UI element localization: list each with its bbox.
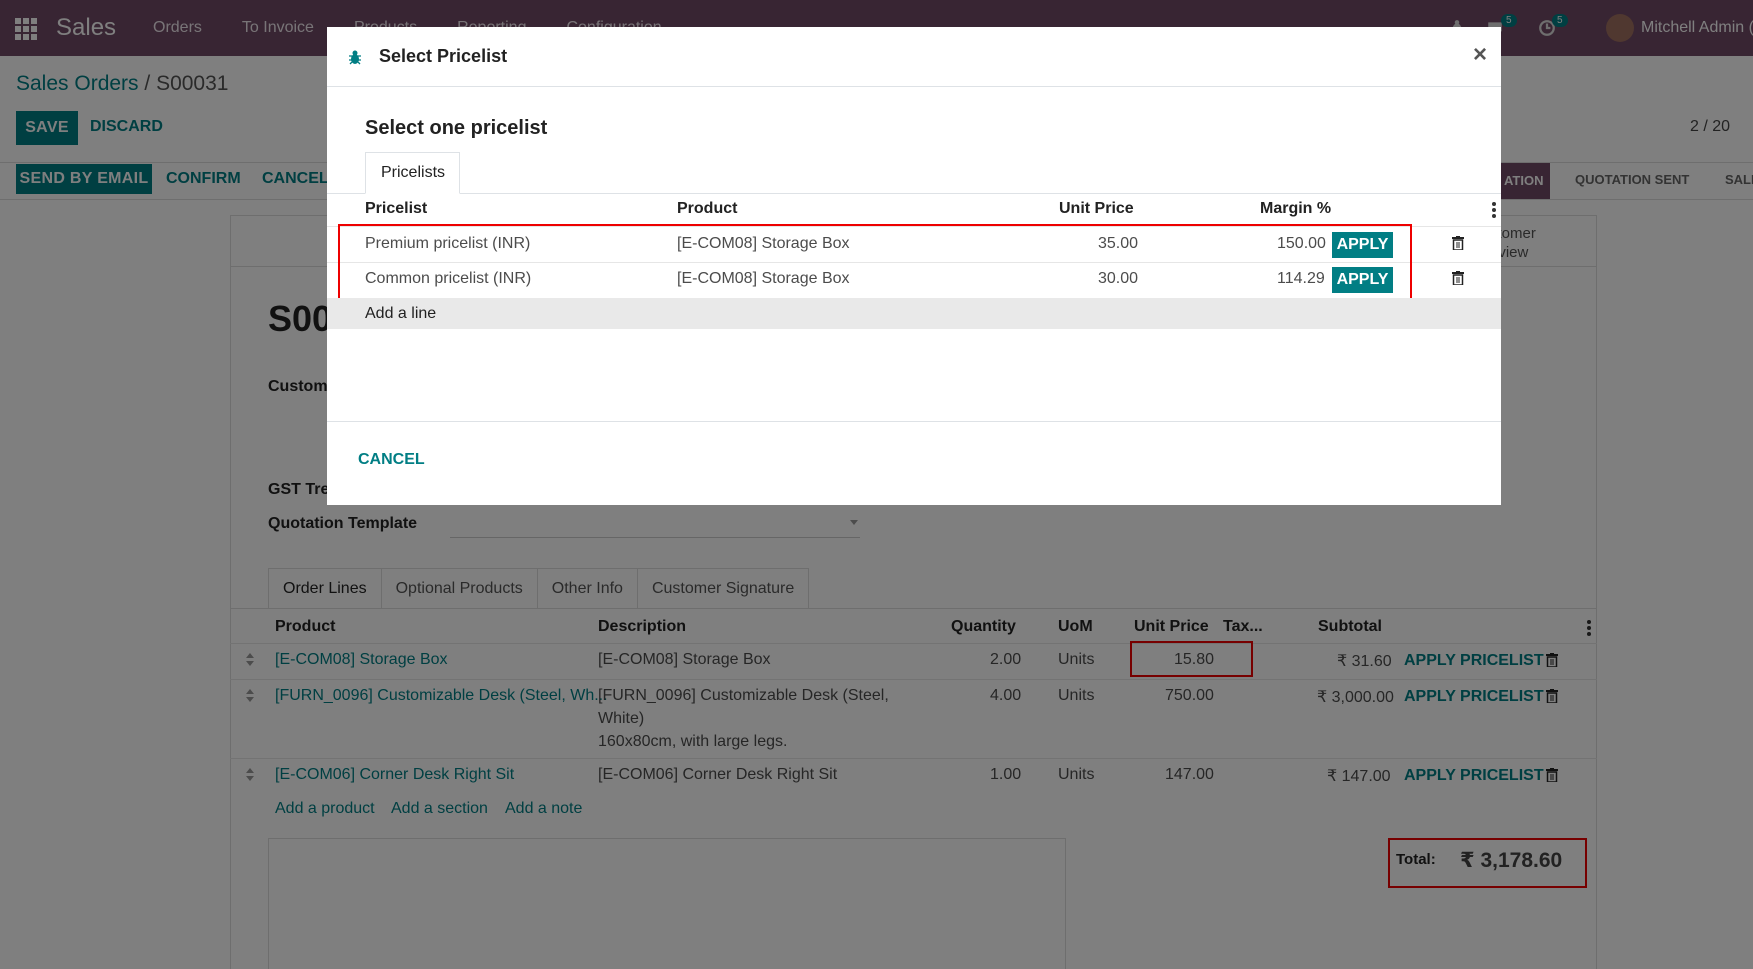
pricelist-product[interactable]: [E-COM08] Storage Box	[677, 270, 850, 287]
column-pricelist[interactable]: Pricelist	[365, 200, 428, 217]
column-margin[interactable]: Margin %	[1260, 200, 1332, 217]
add-line-link[interactable]: Add a line	[365, 305, 437, 322]
modal-cancel-button[interactable]: CANCEL	[358, 451, 425, 468]
tab-pricelists[interactable]: Pricelists	[365, 152, 460, 194]
pricelist-margin[interactable]: 150.00	[1277, 235, 1326, 252]
close-icon[interactable]: ×	[1473, 41, 1488, 68]
apply-button[interactable]: APPLY	[1332, 232, 1393, 258]
trash-icon[interactable]	[1452, 271, 1464, 285]
modal-title: Select Pricelist	[379, 46, 508, 66]
trash-icon[interactable]	[1452, 236, 1464, 250]
pricelist-unit-price[interactable]: 35.00	[1098, 235, 1139, 252]
row-divider	[327, 226, 1501, 227]
apply-button[interactable]: APPLY	[1332, 267, 1393, 293]
pricelist-unit-price[interactable]: 30.00	[1098, 270, 1139, 287]
optional-columns-icon[interactable]	[1492, 202, 1496, 218]
pricelist-margin[interactable]: 114.29	[1277, 270, 1325, 287]
tab-divider	[327, 193, 1501, 194]
pricelist-name[interactable]: Common pricelist (INR)	[365, 270, 532, 287]
column-product[interactable]: Product	[677, 200, 738, 217]
row-divider	[327, 262, 1501, 263]
modal-heading: Select one pricelist	[365, 117, 548, 139]
add-line-row	[327, 298, 1501, 329]
column-unit-price[interactable]: Unit Price	[1059, 200, 1134, 217]
select-pricelist-dialog: Select Pricelist × Select one pricelist …	[327, 27, 1501, 505]
pricelist-product[interactable]: [E-COM08] Storage Box	[677, 235, 850, 252]
pricelist-name[interactable]: Premium pricelist (INR)	[365, 235, 531, 252]
modal-header	[327, 27, 1501, 87]
modal-footer-divider	[327, 421, 1501, 422]
bug-icon	[349, 50, 361, 65]
pricelist-rows-highlight	[338, 224, 1412, 300]
